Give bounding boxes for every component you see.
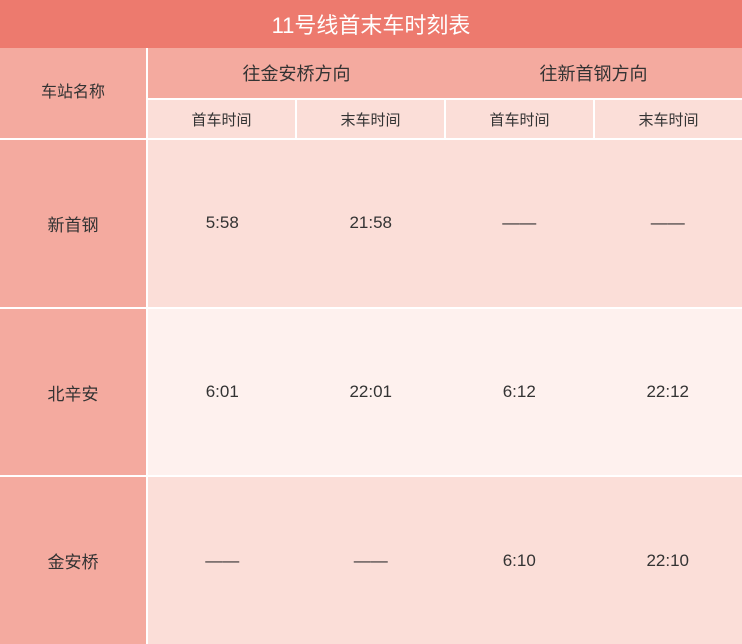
station-name: 新首钢 — [0, 140, 148, 307]
table-row: 新首钢 5:58 21:58 —— —— — [0, 138, 742, 307]
cell: —— — [445, 140, 594, 307]
station-name: 北辛安 — [0, 309, 148, 476]
cell: —— — [297, 477, 446, 644]
cell: 22:10 — [594, 477, 742, 644]
sub-header-2: 末车时间 — [297, 98, 446, 138]
station-header-label: 车站名称 — [41, 78, 105, 102]
cell: 22:01 — [297, 309, 446, 476]
cell: 6:12 — [445, 309, 594, 476]
table-body: 新首钢 5:58 21:58 —— —— 北辛安 6:01 22:01 6:12… — [0, 138, 742, 644]
cell: —— — [148, 477, 297, 644]
cell: 21:58 — [297, 140, 446, 307]
cell: 22:12 — [594, 309, 742, 476]
station-header: 车站名称 — [0, 98, 148, 138]
table-row: 金安桥 —— —— 6:10 22:10 — [0, 475, 742, 644]
sub-header-3: 首车时间 — [446, 98, 595, 138]
station-name: 金安桥 — [0, 477, 148, 644]
cell: —— — [594, 140, 742, 307]
header-row-sub: 车站名称 首车时间 末车时间 首车时间 末车时间 — [0, 98, 742, 138]
direction-header-1: 往金安桥方向 — [148, 48, 445, 98]
cell: 6:01 — [148, 309, 297, 476]
table-title: 11号线首末车时刻表 — [0, 0, 742, 48]
sub-header-4: 末车时间 — [595, 98, 742, 138]
table-row: 北辛安 6:01 22:01 6:12 22:12 — [0, 307, 742, 476]
cell: 6:10 — [445, 477, 594, 644]
direction-header-2: 往新首钢方向 — [445, 48, 742, 98]
sub-header-1: 首车时间 — [148, 98, 297, 138]
header-row-directions: 往金安桥方向 往新首钢方向 — [0, 48, 742, 98]
timetable: 11号线首末车时刻表 往金安桥方向 往新首钢方向 车站名称 首车时间 末车时间 … — [0, 0, 742, 644]
cell: 5:58 — [148, 140, 297, 307]
